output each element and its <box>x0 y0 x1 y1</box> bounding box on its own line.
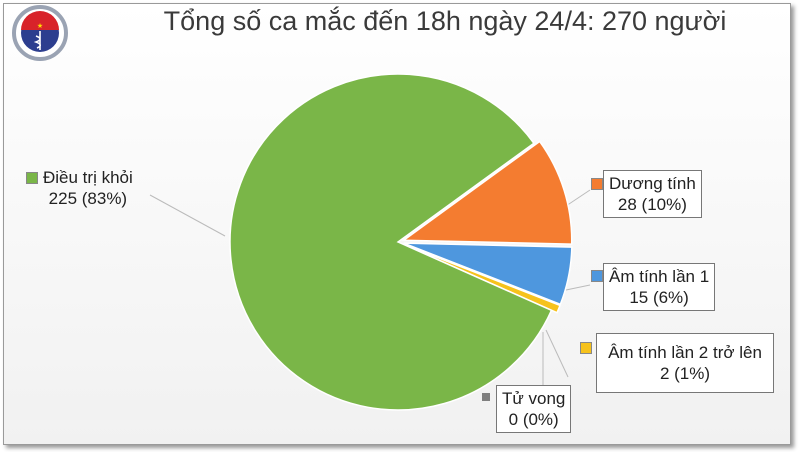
svg-text:★: ★ <box>37 22 43 30</box>
legend-swatch-am-tinh-lan-1 <box>591 270 603 282</box>
label-value: 28 (10%) <box>617 195 687 214</box>
label-name: Âm tính lần 1 <box>609 267 710 286</box>
data-label-am-tinh-lan-1: Âm tính lần 1 15 (6%) <box>603 263 716 311</box>
label-value: 225 (83%) <box>48 189 128 208</box>
legend-swatch-duong-tinh <box>591 178 603 190</box>
label-name: Dương tính <box>609 174 696 193</box>
chart-title: Tổng số ca mắc đến 18h ngày 24/4: 270 ng… <box>163 6 727 36</box>
label-name: Điều trị khỏi <box>43 168 133 187</box>
data-label-duong-tinh: Dương tính 28 (10%) <box>603 170 702 218</box>
leader-lines <box>149 189 591 388</box>
label-value: 2 (1%) <box>659 364 711 383</box>
legend-swatch-dieu-tri-khoi <box>26 172 38 184</box>
legend-swatch-am-tinh-lan-2 <box>580 342 592 354</box>
label-value: 15 (6%) <box>629 288 689 307</box>
pie-slice-3 <box>229 73 553 411</box>
data-label-am-tinh-lan-2: Âm tính lần 2 trở lên 2 (1%) <box>596 333 774 393</box>
legend-swatch-tu-vong <box>482 393 490 401</box>
pie-slice-0 <box>401 140 573 245</box>
logo: ★ <box>12 5 68 61</box>
pie-slice-1 <box>403 242 573 306</box>
data-label-dieu-tri-khoi: Điều trị khỏi 225 (83%) <box>38 165 138 211</box>
label-name: Tử vong <box>502 389 566 408</box>
label-value: 0 (0%) <box>508 410 559 429</box>
label-name: Âm tính lần 2 trở lên <box>608 343 762 362</box>
data-label-tu-vong: Tử vong 0 (0%) <box>496 385 572 433</box>
